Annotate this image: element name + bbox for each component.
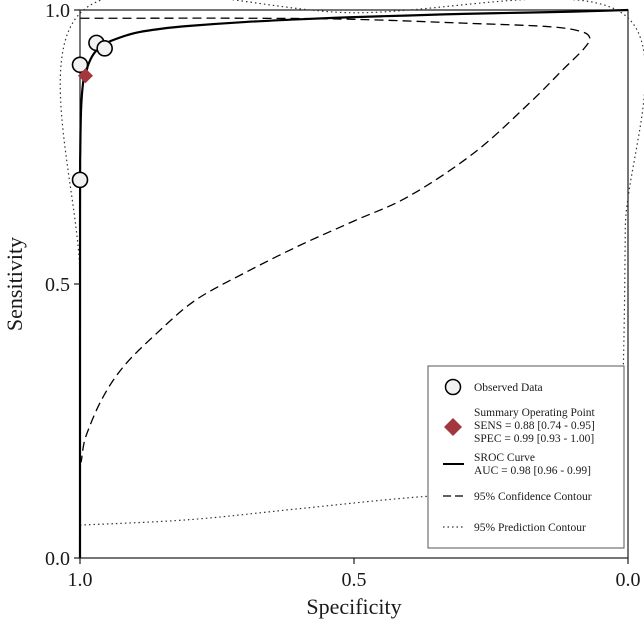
- confidence-contour: [79, 17, 591, 463]
- legend-observed-label: Observed Data: [474, 382, 543, 394]
- legend: Observed Data Summary Operating Point SE…: [427, 365, 625, 549]
- legend-summary-spec: SPEC = 0.99 [0.93 - 1.00]: [474, 433, 594, 445]
- observed-point: [96, 40, 113, 57]
- legend-prediction-label: 95% Prediction Contour: [474, 522, 586, 534]
- points-layer: [71, 34, 113, 189]
- legend-sroc-auc: AUC = 0.98 [0.96 - 0.99]: [474, 465, 591, 477]
- x-tick-label: 1.0: [68, 569, 93, 591]
- x-axis-title: Specificity: [306, 594, 401, 619]
- prediction-contour: [59, 0, 644, 526]
- y-axis-title: Sensitivity: [2, 237, 27, 331]
- x-tick-label: 0.0: [616, 569, 641, 591]
- legend-summary-sens: SENS = 0.88 [0.74 - 0.95]: [474, 420, 595, 432]
- legend-box: [427, 365, 625, 549]
- x-tick-label: 0.5: [342, 569, 367, 591]
- legend-summary-symbol: [444, 418, 462, 436]
- observed-point: [71, 171, 89, 189]
- legend-observed-symbol: [444, 378, 462, 396]
- legend-sroc-label: SROC Curve: [474, 452, 535, 464]
- observed-point: [71, 56, 89, 74]
- summary-operating-point: [77, 68, 93, 84]
- ticks-layer: 1.0 0.5 0.0 0.0 0.5 1.0: [45, 0, 641, 591]
- y-tick-label: 0.5: [45, 274, 70, 296]
- legend-summary-label: Summary Operating Point: [474, 407, 596, 419]
- y-tick-label: 1.0: [45, 0, 70, 22]
- y-tick-label: 0.0: [45, 548, 70, 570]
- sroc-curve: [78, 8, 629, 559]
- contour-layer: [59, 0, 644, 559]
- legend-confidence-label: 95% Confidence Contour: [474, 491, 592, 503]
